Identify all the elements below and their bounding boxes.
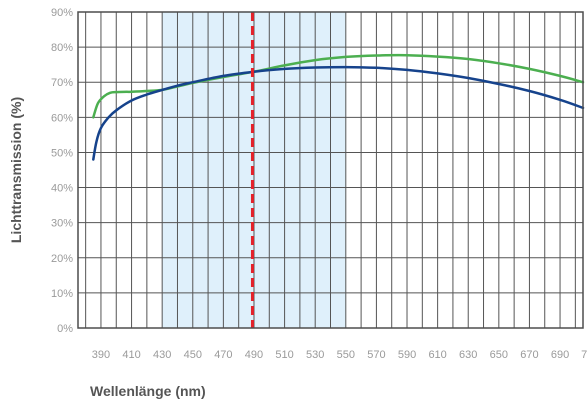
x-tick-label: 410 — [122, 349, 140, 361]
series-line-2 — [92, 65, 585, 161]
y-tick-label: 60% — [51, 112, 73, 124]
x-tick-label: 670 — [520, 349, 538, 361]
x-tick-label: 630 — [459, 349, 477, 361]
x-tick-label: 530 — [306, 349, 324, 361]
plot-frame — [77, 11, 584, 329]
x-tick-label: 590 — [398, 349, 416, 361]
x-tick-label: 430 — [153, 349, 171, 361]
y-tick-label: 90% — [51, 7, 73, 19]
x-tick-label: 570 — [367, 349, 385, 361]
y-tick-label: 0% — [57, 323, 73, 335]
x-tick-labels: 390 410 430 450 470 490 510 530 550 570 590 610 630 6… — [92, 349, 587, 361]
x-tick-label: 490 — [245, 349, 263, 361]
x-axis-title: Wellenlänge (nm) — [90, 383, 206, 399]
x-tick-label: 470 — [214, 349, 232, 361]
x-tick-label: 690 — [551, 349, 569, 361]
y-axis-title: Lichttransmission (%) — [8, 97, 24, 243]
series-layer — [92, 53, 585, 161]
y-tick-label: 20% — [51, 253, 73, 265]
y-tick-label: 30% — [51, 218, 73, 230]
y-tick-label: 80% — [51, 42, 73, 54]
y-tick-label: 70% — [51, 77, 73, 89]
y-tick-label: 10% — [51, 288, 73, 300]
x-tick-label: 510 — [275, 349, 293, 361]
x-tick-label: 610 — [428, 349, 446, 361]
y-tick-label: 50% — [51, 147, 73, 159]
x-tick-label: 650 — [490, 349, 508, 361]
x-tick-label: 450 — [184, 349, 202, 361]
x-tick-label: 550 — [337, 349, 355, 361]
y-tick-labels: 0% 10% 20% 30% 40% 50% 60% 70% 80% 90% — [51, 7, 73, 335]
grid-lines — [78, 12, 583, 328]
x-tick-label: 390 — [92, 349, 110, 361]
y-tick-label: 40% — [51, 183, 73, 195]
x-tick-label: 700 — [581, 349, 587, 361]
